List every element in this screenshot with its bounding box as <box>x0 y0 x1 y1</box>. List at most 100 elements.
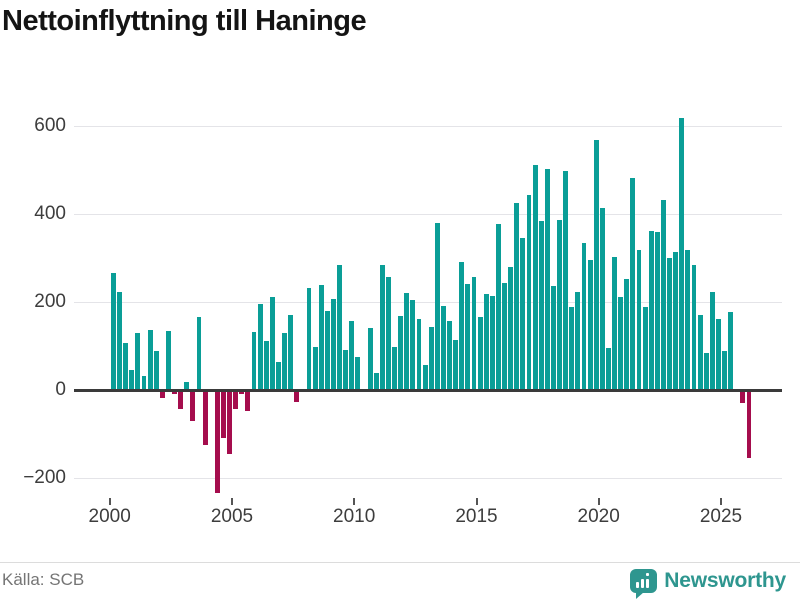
bar <box>147 329 153 390</box>
bar <box>569 307 575 390</box>
bar <box>349 321 355 390</box>
zero-axis-line <box>74 388 782 392</box>
bar <box>563 171 569 390</box>
gridline-y-200 <box>74 477 782 479</box>
x-axis-label: 2010 <box>333 506 376 527</box>
bar <box>428 326 434 390</box>
newsworthy-logo-icon <box>630 569 658 599</box>
bar <box>294 389 300 402</box>
bar <box>288 314 294 390</box>
bar <box>196 317 202 390</box>
bar <box>679 117 685 390</box>
y-axis-label: −200 <box>23 466 66 488</box>
bar <box>306 288 312 390</box>
bar <box>324 311 330 390</box>
bar <box>312 347 318 390</box>
bar <box>496 224 501 390</box>
bar <box>746 389 752 458</box>
bar <box>453 340 459 390</box>
bar <box>667 257 672 390</box>
gridline-y200 <box>74 301 782 303</box>
bar <box>636 249 642 390</box>
x-tick <box>231 498 233 505</box>
bar <box>599 208 605 390</box>
y-axis-label: 600 <box>34 114 66 136</box>
bar <box>172 389 177 395</box>
gridline-y600 <box>74 125 782 127</box>
bar <box>532 165 538 390</box>
gridline-y400 <box>74 213 782 215</box>
bar <box>434 223 440 390</box>
x-axis-label: 2020 <box>577 506 620 527</box>
bar <box>269 296 275 390</box>
bar <box>581 242 587 390</box>
bar <box>526 195 532 390</box>
bar <box>398 315 404 390</box>
bar <box>587 260 593 390</box>
bar <box>691 264 697 390</box>
bar <box>257 303 263 390</box>
newsworthy-logo: Newsworthy <box>630 566 786 599</box>
bar <box>141 375 147 390</box>
bar <box>331 299 336 390</box>
bar <box>178 389 184 410</box>
bar <box>728 312 734 390</box>
x-tick <box>597 498 600 505</box>
bar <box>648 231 654 390</box>
bar <box>221 389 226 438</box>
bar <box>685 250 691 390</box>
bar <box>465 284 471 390</box>
bar <box>709 292 715 390</box>
bar <box>184 382 190 390</box>
x-tick <box>475 498 478 505</box>
bar <box>508 267 514 390</box>
bar <box>520 237 526 390</box>
bar <box>447 321 452 390</box>
bar <box>673 252 679 390</box>
bar <box>227 389 232 455</box>
x-axis-label: 2015 <box>455 506 498 527</box>
bar <box>343 349 349 390</box>
bar <box>618 296 624 390</box>
bar <box>722 351 727 390</box>
bar <box>489 296 495 390</box>
bar <box>355 356 361 390</box>
bar <box>697 314 703 390</box>
x-tick <box>720 498 722 505</box>
bar <box>593 139 599 390</box>
bar <box>624 279 630 390</box>
bar <box>251 331 257 390</box>
bar <box>233 389 239 410</box>
bar <box>471 276 477 390</box>
y-axis-label: 0 <box>55 378 66 400</box>
x-tick <box>353 498 356 505</box>
bar <box>606 348 611 390</box>
bar <box>502 283 507 390</box>
bar <box>379 265 385 390</box>
bar <box>740 389 746 403</box>
bar <box>703 353 709 390</box>
bar <box>477 317 483 390</box>
y-axis-label: 400 <box>34 202 66 224</box>
bar <box>153 351 159 390</box>
bar <box>337 265 342 390</box>
bar <box>575 291 581 390</box>
x-axis-label: 2025 <box>699 506 743 527</box>
y-axis-label: 200 <box>34 290 66 312</box>
bar <box>392 346 397 390</box>
newsworthy-logo-text: Newsworthy <box>664 569 786 592</box>
footer-divider <box>0 562 800 563</box>
bar <box>129 369 135 390</box>
bar <box>483 294 489 390</box>
bar <box>239 389 245 394</box>
chart-title: Nettoinflyttning till Haninge <box>2 5 367 37</box>
bar <box>276 362 281 390</box>
bar <box>123 342 129 390</box>
bar <box>544 168 550 390</box>
bar <box>282 333 287 390</box>
bar <box>514 203 520 390</box>
bar <box>367 328 373 390</box>
bar <box>416 318 422 390</box>
bar <box>135 332 141 390</box>
